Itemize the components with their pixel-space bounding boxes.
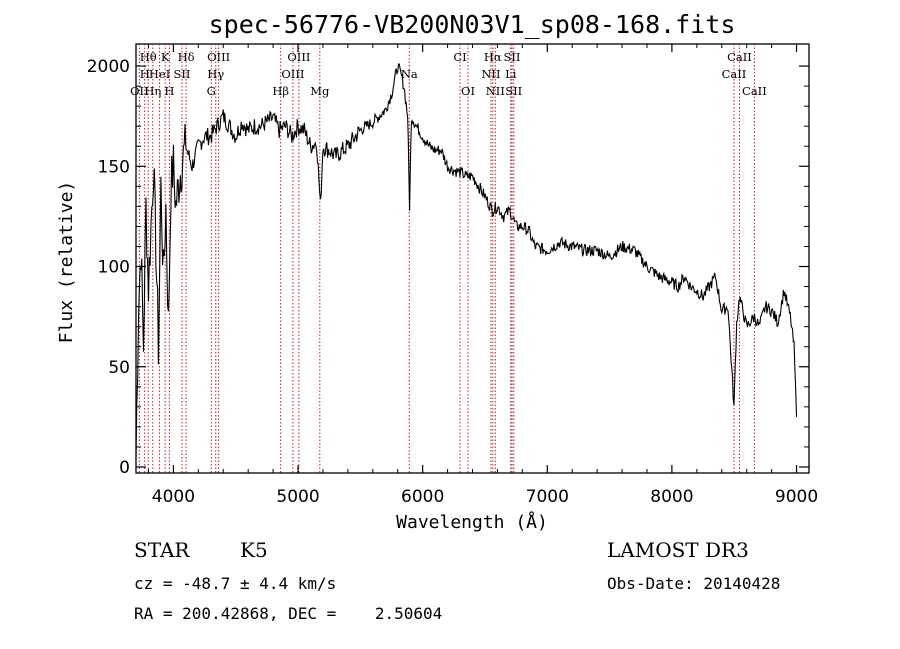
x-axis-ticks: 4000 5000 6000 7000 8000 9000 — [147, 44, 818, 507]
y-axis-label: Flux (relative) — [56, 181, 77, 344]
line-marker-label: OI — [461, 84, 475, 98]
line-marker-label: NII — [486, 84, 505, 98]
line-marker-label: OIII — [287, 50, 310, 64]
survey-name: LAMOST DR3 — [607, 538, 749, 562]
line-marker-label: CaII — [722, 67, 747, 81]
y-tick-label: 0 — [119, 458, 130, 478]
line-marker-label: H — [164, 84, 174, 98]
line-marker-label: Hδ — [178, 50, 195, 64]
x-tick-label: 7000 — [526, 487, 569, 507]
line-marker-label: Mg — [310, 84, 330, 98]
obs-date: Obs-Date: 20140428 — [607, 574, 780, 593]
x-tick-label: 6000 — [401, 487, 444, 507]
line-marker-label: Hθ — [140, 50, 157, 64]
x-axis-label: Wavelength (Å) — [396, 511, 548, 533]
line-marker-label: Hη — [144, 84, 161, 98]
line-marker-label: CI — [453, 50, 466, 64]
y-tick-label: 150 — [98, 157, 130, 177]
plot-frame — [135, 43, 810, 474]
line-marker-label: K — [161, 50, 170, 64]
line-marker-label: OIII — [281, 67, 304, 81]
line-marker-label: Li — [505, 67, 517, 81]
y-tick-label: 50 — [108, 358, 130, 378]
line-marker-label: Hβ — [272, 84, 289, 98]
line-marker-label: H — [140, 67, 150, 81]
spectrum-line — [135, 63, 798, 458]
line-marker-label: OII — [130, 84, 149, 98]
y-axis-ticks: 0 50 100 150 2000 — [87, 57, 809, 478]
line-marker-label: G — [207, 84, 216, 98]
subclass: K5 — [240, 538, 268, 562]
line-marker-label: CaII — [727, 50, 752, 64]
line-marker-label: CaII — [742, 84, 767, 98]
line-marker-label: HeI — [149, 67, 170, 81]
chart-title: spec-56776-VB200N03V1_sp08-168.fits — [209, 10, 736, 39]
line-marker-label: NII — [481, 67, 500, 81]
line-marker-label: OIII — [207, 50, 230, 64]
line-marker-label: Hα — [484, 50, 502, 64]
x-tick-label: 9000 — [775, 487, 818, 507]
x-tick-label: 5000 — [276, 487, 319, 507]
redshift-cz: cz = -48.7 ± 4.4 km/s — [134, 574, 336, 593]
line-marker-label: SII — [505, 84, 522, 98]
line-marker-label: Hγ — [207, 67, 224, 81]
line-marker-group — [138, 44, 755, 473]
x-tick-label: 8000 — [650, 487, 693, 507]
line-marker-label: SII — [174, 67, 191, 81]
object-class: STAR — [134, 538, 190, 562]
y-tick-label: 2000 — [87, 57, 130, 77]
x-tick-label: 4000 — [152, 487, 195, 507]
line-marker-label: Na — [401, 67, 418, 81]
y-tick-label: 100 — [98, 258, 130, 278]
ra-dec: RA = 200.42868, DEC = 2.50604 — [134, 604, 442, 623]
line-marker-label: SII — [504, 50, 521, 64]
